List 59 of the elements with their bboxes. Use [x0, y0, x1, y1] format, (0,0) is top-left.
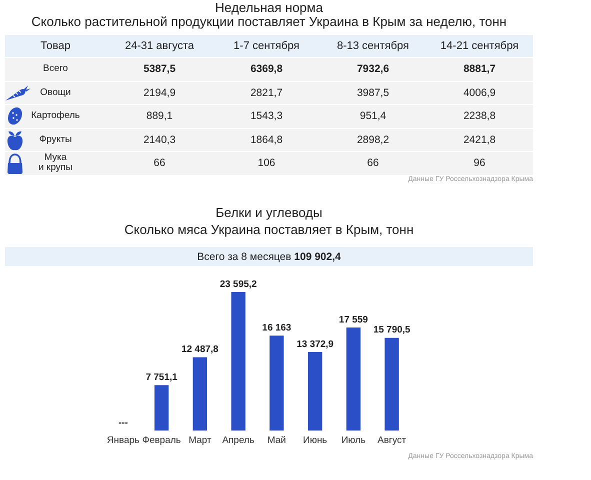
data-label: 13 372,9 [296, 338, 334, 350]
data-label: 6369,8 [250, 63, 283, 76]
x-tick-label: Февраль [142, 434, 181, 446]
data-label: 1543,3 [250, 110, 283, 122]
text: Всего за 8 месяцев [197, 250, 292, 262]
bar [384, 338, 399, 431]
data-label: 8881,7 [463, 63, 496, 76]
data-label: 66 [154, 157, 166, 170]
data-label: 17 559 [338, 314, 368, 326]
bar [192, 357, 208, 431]
bar [270, 336, 284, 431]
data-label: 2238,8 [463, 110, 496, 122]
text: Недельная норма [214, 0, 324, 15]
x-tick-label: Март [188, 434, 212, 446]
bar [308, 352, 322, 431]
category-label: 14-21 сентября [440, 40, 519, 52]
data-label: 16 163 [262, 322, 292, 334]
x-tick-label: Август [378, 434, 407, 446]
data-label: 7 751,1 [146, 372, 178, 383]
data-label: 23 595,2 [220, 278, 257, 290]
bar [154, 385, 169, 431]
text: --- [118, 417, 128, 428]
data-label: 106 [258, 157, 276, 170]
x-tick-label: Январь [106, 434, 140, 446]
x-tick-label: Июль [341, 434, 366, 446]
data-label: 2421,8 [463, 134, 496, 146]
data-label: 3987,5 [356, 86, 390, 99]
legend-title: Товар [40, 40, 70, 52]
data-label: 2194,9 [143, 86, 176, 99]
series-label: Всего [43, 63, 68, 74]
series-label: Фрукты [39, 134, 72, 145]
data-label: 96 [474, 157, 486, 170]
data-label: 4006,9 [463, 86, 496, 99]
category-label: 24-31 августа [124, 40, 194, 52]
text: Сколько растительной продукции поставляет Украина в Крым за неделю, тонн [30, 14, 508, 29]
x-tick-label: Июнь [302, 434, 328, 446]
data-label: 889,1 [146, 110, 173, 122]
data-label: 15 790,5 [373, 324, 412, 336]
series-label: Овощи [40, 86, 71, 98]
x-tick-label: Апрель [222, 434, 254, 446]
category-label: 8-13 сентября [336, 40, 409, 52]
chart-title: Белки и углеводы [214, 205, 324, 220]
bar [231, 292, 246, 431]
text: 109 902,4 [294, 250, 341, 262]
data-label: 5387,5 [143, 63, 176, 76]
series-label: Мука и крупы [38, 152, 72, 174]
data-label: 12 487,8 [181, 344, 218, 356]
data-label: 66 [367, 157, 379, 170]
data-label: 7932,6 [356, 63, 390, 76]
chart-subtitle: Сколько мяса Украина поставляет в Крым, тонн [123, 222, 415, 237]
data-label: 2140,3 [143, 134, 176, 146]
series-label: Картофель [31, 110, 80, 122]
category-label: 1-7 сентября [234, 40, 300, 52]
data-label: 2821,7 [250, 86, 283, 99]
data-label: 951,4 [360, 110, 386, 122]
data-label: 2898,2 [356, 134, 390, 146]
bar [346, 327, 361, 431]
data-label: 1864,8 [250, 134, 283, 146]
x-tick-label: Май [267, 434, 286, 446]
